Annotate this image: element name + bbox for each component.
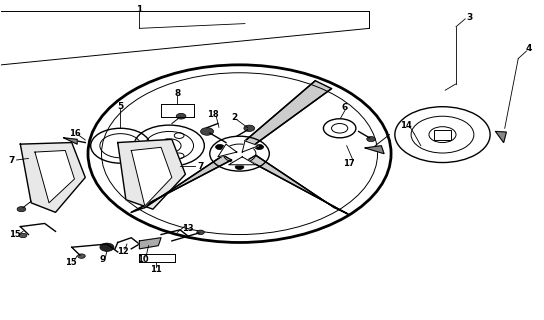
- Polygon shape: [242, 141, 258, 152]
- Text: 1: 1: [137, 5, 143, 14]
- Text: 4: 4: [526, 44, 532, 53]
- Text: 2: 2: [231, 113, 237, 122]
- Circle shape: [100, 243, 114, 252]
- Circle shape: [255, 144, 263, 149]
- Polygon shape: [131, 155, 231, 212]
- Text: 9: 9: [100, 255, 106, 264]
- Text: 8: 8: [174, 89, 181, 98]
- Circle shape: [201, 128, 214, 135]
- Circle shape: [19, 233, 27, 238]
- Text: 18: 18: [207, 109, 218, 118]
- Text: 7: 7: [197, 162, 204, 171]
- Text: 15: 15: [9, 230, 21, 239]
- Circle shape: [197, 230, 205, 235]
- Text: 7: 7: [8, 156, 14, 164]
- Circle shape: [367, 137, 375, 142]
- Polygon shape: [131, 147, 172, 206]
- Circle shape: [146, 241, 154, 246]
- Text: 3: 3: [466, 13, 473, 22]
- Polygon shape: [248, 155, 348, 214]
- Circle shape: [235, 164, 244, 170]
- Polygon shape: [20, 142, 85, 212]
- Circle shape: [215, 144, 224, 149]
- Polygon shape: [496, 132, 506, 142]
- Polygon shape: [218, 144, 237, 157]
- Polygon shape: [245, 81, 331, 146]
- Circle shape: [244, 125, 255, 132]
- Text: 16: 16: [69, 130, 81, 139]
- Text: 12: 12: [118, 247, 129, 257]
- Polygon shape: [64, 138, 77, 144]
- Text: 13: 13: [182, 224, 194, 233]
- Polygon shape: [118, 140, 186, 209]
- Text: 10: 10: [138, 255, 149, 264]
- Text: 5: 5: [118, 101, 123, 111]
- Polygon shape: [35, 150, 75, 203]
- Polygon shape: [365, 146, 384, 154]
- Text: 6: 6: [342, 103, 348, 112]
- Text: 14: 14: [400, 121, 412, 130]
- Circle shape: [176, 113, 186, 119]
- Text: 11: 11: [150, 265, 162, 274]
- Polygon shape: [228, 157, 256, 165]
- Circle shape: [17, 207, 26, 212]
- Text: 17: 17: [343, 159, 355, 168]
- Polygon shape: [139, 238, 161, 249]
- Circle shape: [78, 254, 85, 258]
- Text: 15: 15: [65, 258, 77, 267]
